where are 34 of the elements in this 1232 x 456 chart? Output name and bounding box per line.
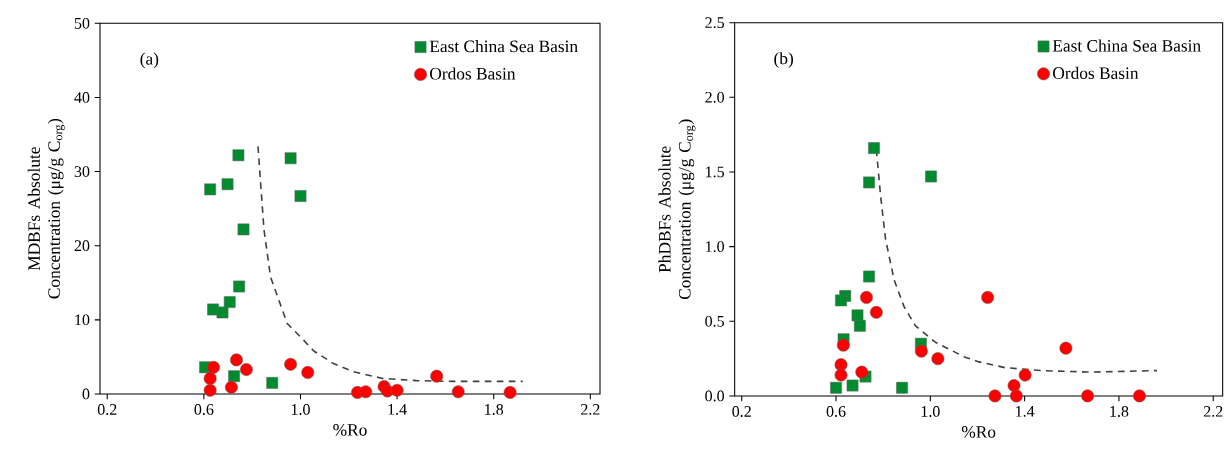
y-tick-label: 50 <box>74 17 90 29</box>
x-tick-label: 1.8 <box>1110 406 1129 417</box>
x-tick-label: 1.4 <box>1016 406 1035 417</box>
y-tick-label: 2.5 <box>705 17 725 29</box>
y-tick-label: 30 <box>74 166 90 177</box>
legend-label: East China Sea Basin <box>429 40 578 53</box>
x-axis-title: %Ro <box>333 424 367 436</box>
x-tick-label: 0.2 <box>732 406 751 417</box>
x-tick-label: 2.2 <box>581 404 600 415</box>
annotation: (a) <box>140 52 159 69</box>
y-tick-label: 0.5 <box>705 315 725 327</box>
x-tick-label: 0.2 <box>97 404 117 415</box>
x-tick-label: 1.4 <box>388 404 407 415</box>
x-tick-label: 0.6 <box>194 404 214 415</box>
y-tick-label: 0 <box>82 388 90 400</box>
y-tick-label: 0.0 <box>705 390 725 402</box>
x-axis-title: %Ro <box>961 426 996 438</box>
y-tick-label: 2.0 <box>705 91 725 103</box>
y-axis-title: MDBFs Absolute Concentration (μg/g C$_{org}$) <box>27 118 65 299</box>
y-tick-label: 40 <box>74 92 90 103</box>
x-tick-label: 0.6 <box>826 406 846 417</box>
y-tick-label: 1.5 <box>706 166 725 178</box>
legend-label: East China Sea Basin <box>1052 39 1201 52</box>
y-tick-label: 20 <box>74 240 90 252</box>
legend-label: Ordos Basin <box>430 67 516 80</box>
y-tick-label: 1.0 <box>706 241 725 253</box>
y-axis-title: PhDBFs Absolute Concentration (μg/g C$_{org}$) <box>658 119 696 300</box>
y-tick-label: 10 <box>75 314 90 326</box>
x-tick-label: 1.0 <box>291 404 310 415</box>
x-tick-label: 1.8 <box>485 404 504 415</box>
x-tick-label: 1.0 <box>921 406 940 417</box>
annotation: (b) <box>774 52 793 68</box>
legend-label: Ordos Basin <box>1053 66 1139 80</box>
x-tick-label: 2.2 <box>1203 406 1223 417</box>
